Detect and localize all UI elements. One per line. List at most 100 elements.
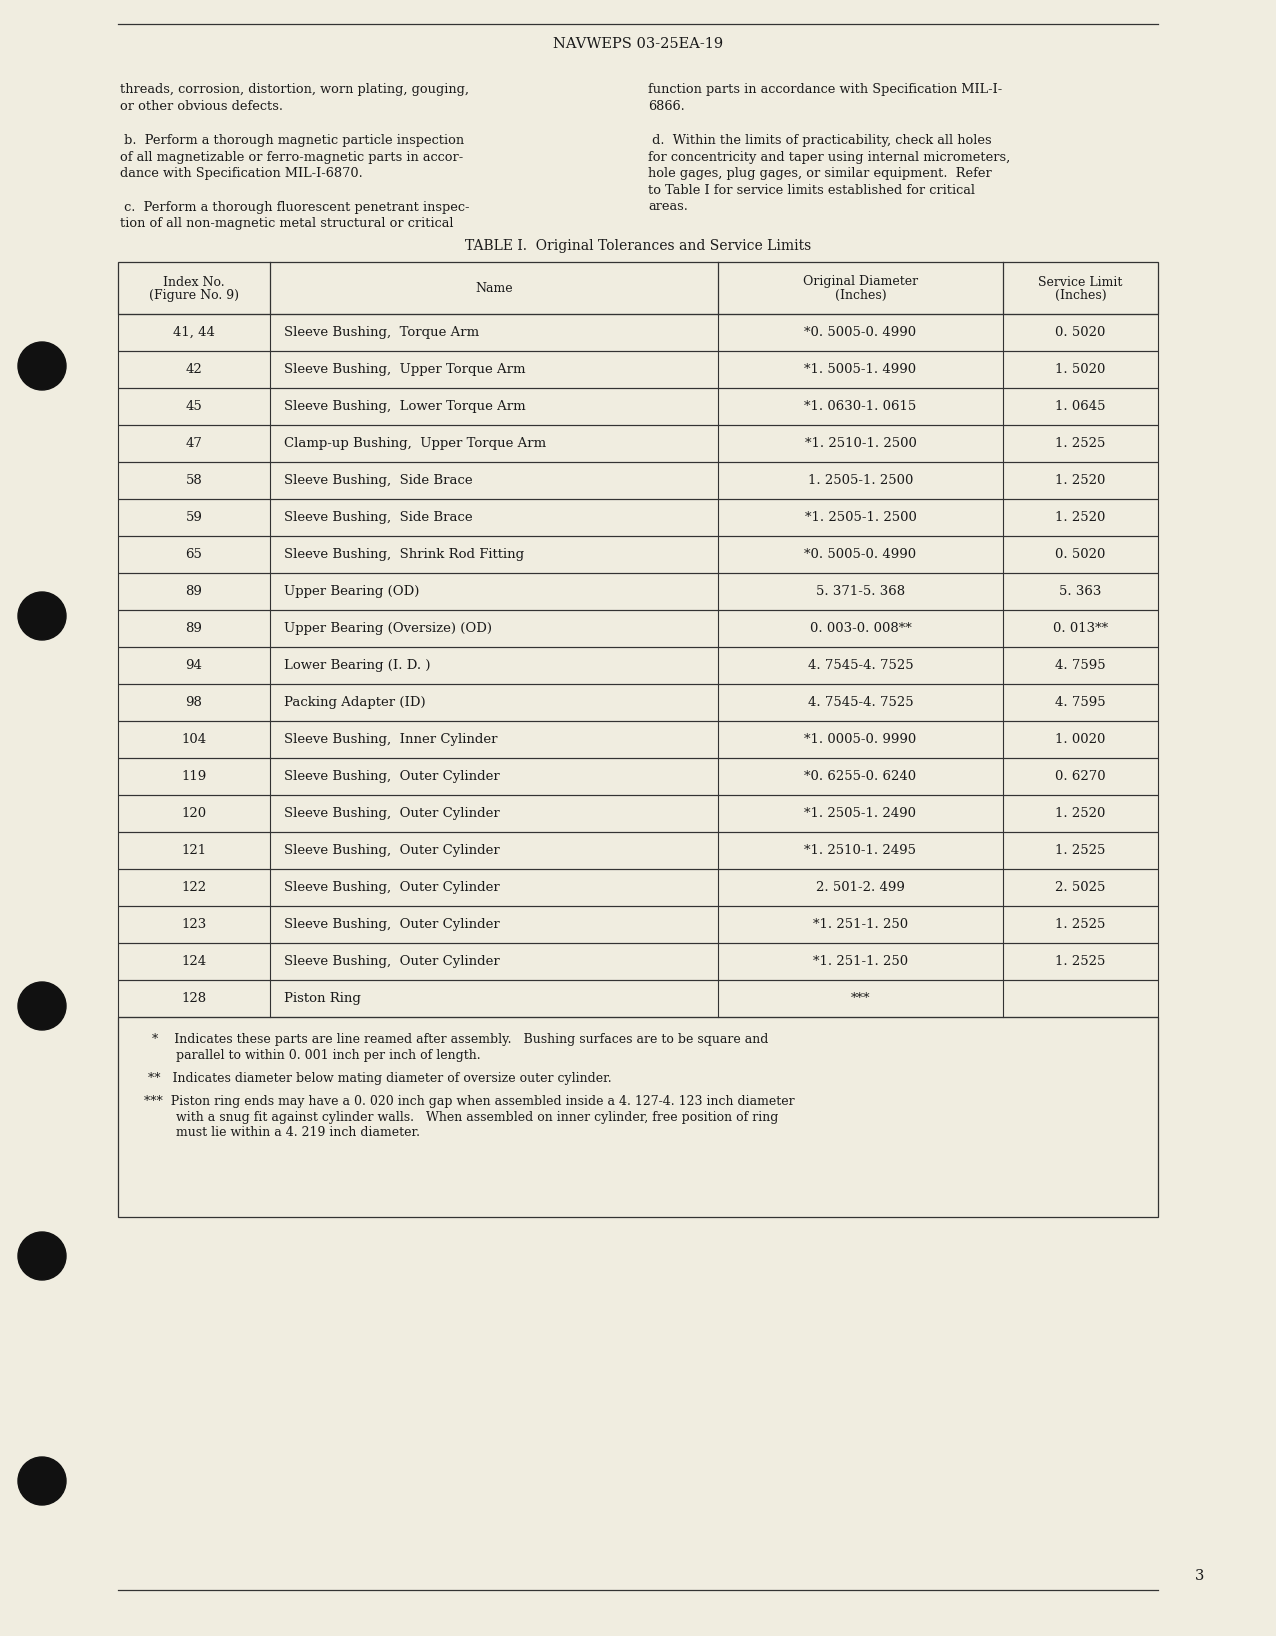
Text: Sleeve Bushing,  Outer Cylinder: Sleeve Bushing, Outer Cylinder	[285, 771, 500, 784]
Text: Packing Adapter (ID): Packing Adapter (ID)	[285, 695, 426, 708]
Bar	[117, 610, 1159, 646]
Text: 120: 120	[181, 807, 207, 820]
Text: *    Indicates these parts are line reamed after assembly.   Bushing surfaces ar: * Indicates these parts are line reamed …	[137, 1032, 768, 1045]
Text: ***  Piston ring ends may have a 0. 020 inch gap when assembled inside a 4. 127-: *** Piston ring ends may have a 0. 020 i…	[137, 1094, 795, 1108]
Text: 0. 003-0. 008**: 0. 003-0. 008**	[810, 622, 911, 635]
Text: 2. 501-2. 499: 2. 501-2. 499	[817, 882, 905, 893]
Text: Sleeve Bushing,  Side Brace: Sleeve Bushing, Side Brace	[285, 474, 472, 488]
Text: 1. 2525: 1. 2525	[1055, 955, 1106, 969]
Circle shape	[18, 592, 66, 640]
Text: *1. 5005-1. 4990: *1. 5005-1. 4990	[804, 363, 916, 376]
Text: Upper Bearing (OD): Upper Bearing (OD)	[285, 586, 420, 599]
Text: 123: 123	[181, 918, 207, 931]
Text: 0. 5020: 0. 5020	[1055, 326, 1106, 339]
Circle shape	[18, 982, 66, 1031]
Text: *1. 2510-1. 2495: *1. 2510-1. 2495	[804, 844, 916, 857]
Text: 0. 013**: 0. 013**	[1053, 622, 1108, 635]
Bar	[117, 721, 1159, 757]
Circle shape	[18, 1458, 66, 1505]
Text: 1. 2520: 1. 2520	[1055, 510, 1106, 524]
Text: (Inches): (Inches)	[1055, 288, 1106, 301]
Text: 3: 3	[1196, 1569, 1205, 1584]
Bar	[117, 352, 1159, 388]
Text: Name: Name	[475, 281, 513, 294]
Text: (Figure No. 9): (Figure No. 9)	[149, 288, 239, 301]
Text: *1. 0005-0. 9990: *1. 0005-0. 9990	[804, 733, 916, 746]
Text: Sleeve Bushing,  Outer Cylinder: Sleeve Bushing, Outer Cylinder	[285, 882, 500, 893]
Text: Sleeve Bushing,  Inner Cylinder: Sleeve Bushing, Inner Cylinder	[285, 733, 498, 746]
Bar	[117, 461, 1159, 499]
Text: 128: 128	[181, 991, 207, 1005]
Bar	[117, 388, 1159, 425]
Bar	[117, 314, 1159, 352]
Text: hole gages, plug gages, or similar equipment.  Refer: hole gages, plug gages, or similar equip…	[648, 167, 991, 180]
Text: Sleeve Bushing,  Outer Cylinder: Sleeve Bushing, Outer Cylinder	[285, 955, 500, 969]
Text: 1. 2525: 1. 2525	[1055, 437, 1106, 450]
Text: 5. 363: 5. 363	[1059, 586, 1101, 599]
Bar	[117, 262, 1159, 314]
Text: Sleeve Bushing,  Upper Torque Arm: Sleeve Bushing, Upper Torque Arm	[285, 363, 526, 376]
Text: with a snug fit against cylinder walls.   When assembled on inner cylinder, free: with a snug fit against cylinder walls. …	[137, 1111, 778, 1124]
Text: *1. 2510-1. 2500: *1. 2510-1. 2500	[805, 437, 916, 450]
Text: Sleeve Bushing,  Lower Torque Arm: Sleeve Bushing, Lower Torque Arm	[285, 399, 526, 412]
Text: threads, corrosion, distortion, worn plating, gouging,: threads, corrosion, distortion, worn pla…	[120, 83, 470, 97]
Text: 89: 89	[185, 586, 203, 599]
Text: 4. 7595: 4. 7595	[1055, 695, 1106, 708]
Text: or other obvious defects.: or other obvious defects.	[120, 100, 283, 113]
Text: **   Indicates diameter below mating diameter of oversize outer cylinder.: ** Indicates diameter below mating diame…	[137, 1072, 611, 1085]
Text: 41, 44: 41, 44	[174, 326, 214, 339]
Text: Index No.: Index No.	[163, 275, 225, 288]
Text: *0. 6255-0. 6240: *0. 6255-0. 6240	[804, 771, 916, 784]
Text: Upper Bearing (Oversize) (OD): Upper Bearing (Oversize) (OD)	[285, 622, 493, 635]
Text: 4. 7595: 4. 7595	[1055, 659, 1106, 672]
Text: Sleeve Bushing,  Side Brace: Sleeve Bushing, Side Brace	[285, 510, 472, 524]
Text: ***: ***	[851, 991, 870, 1005]
Text: 94: 94	[185, 659, 203, 672]
Text: 121: 121	[181, 844, 207, 857]
Text: *1. 2505-1. 2490: *1. 2505-1. 2490	[804, 807, 916, 820]
Text: dance with Specification MIL-I-6870.: dance with Specification MIL-I-6870.	[120, 167, 362, 180]
Text: *0. 5005-0. 4990: *0. 5005-0. 4990	[804, 326, 916, 339]
Text: (Inches): (Inches)	[835, 288, 887, 301]
Text: of all magnetizable or ferro-magnetic parts in accor-: of all magnetizable or ferro-magnetic pa…	[120, 151, 463, 164]
Text: 58: 58	[185, 474, 203, 488]
Text: *1. 251-1. 250: *1. 251-1. 250	[813, 955, 909, 969]
Text: 4. 7545-4. 7525: 4. 7545-4. 7525	[808, 659, 914, 672]
Text: Original Diameter: Original Diameter	[803, 275, 917, 288]
Text: 1. 2520: 1. 2520	[1055, 474, 1106, 488]
Text: 42: 42	[185, 363, 203, 376]
Circle shape	[18, 342, 66, 389]
Text: 47: 47	[185, 437, 203, 450]
Text: 1. 5020: 1. 5020	[1055, 363, 1106, 376]
Bar	[117, 906, 1159, 942]
Text: *1. 251-1. 250: *1. 251-1. 250	[813, 918, 909, 931]
Bar	[117, 942, 1159, 980]
Circle shape	[18, 1232, 66, 1279]
Text: Clamp-up Bushing,  Upper Torque Arm: Clamp-up Bushing, Upper Torque Arm	[285, 437, 546, 450]
Text: for concentricity and taper using internal micrometers,: for concentricity and taper using intern…	[648, 151, 1011, 164]
Text: 1. 0020: 1. 0020	[1055, 733, 1106, 746]
Text: 4. 7545-4. 7525: 4. 7545-4. 7525	[808, 695, 914, 708]
Text: 2. 5025: 2. 5025	[1055, 882, 1106, 893]
Text: 1. 2525: 1. 2525	[1055, 918, 1106, 931]
Text: *0. 5005-0. 4990: *0. 5005-0. 4990	[804, 548, 916, 561]
Text: 1. 0645: 1. 0645	[1055, 399, 1106, 412]
Text: tion of all non-magnetic metal structural or critical: tion of all non-magnetic metal structura…	[120, 218, 453, 231]
Text: 1. 2525: 1. 2525	[1055, 844, 1106, 857]
Text: 0. 5020: 0. 5020	[1055, 548, 1106, 561]
Bar	[117, 425, 1159, 461]
Text: function parts in accordance with Specification MIL-I-: function parts in accordance with Specif…	[648, 83, 1002, 97]
Text: must lie within a 4. 219 inch diameter.: must lie within a 4. 219 inch diameter.	[137, 1126, 420, 1139]
Text: *1. 0630-1. 0615: *1. 0630-1. 0615	[804, 399, 916, 412]
Text: Piston Ring: Piston Ring	[285, 991, 361, 1005]
Text: 65: 65	[185, 548, 203, 561]
Text: TABLE I.  Original Tolerances and Service Limits: TABLE I. Original Tolerances and Service…	[464, 239, 812, 254]
Text: Sleeve Bushing,  Outer Cylinder: Sleeve Bushing, Outer Cylinder	[285, 844, 500, 857]
Bar	[117, 980, 1159, 1018]
Text: NAVWEPS 03-25EA-19: NAVWEPS 03-25EA-19	[553, 38, 723, 51]
Text: areas.: areas.	[648, 200, 688, 213]
Text: 45: 45	[185, 399, 203, 412]
Text: to Table I for service limits established for critical: to Table I for service limits establishe…	[648, 183, 975, 196]
Text: Sleeve Bushing,  Shrink Rod Fitting: Sleeve Bushing, Shrink Rod Fitting	[285, 548, 524, 561]
Text: *1. 2505-1. 2500: *1. 2505-1. 2500	[805, 510, 916, 524]
